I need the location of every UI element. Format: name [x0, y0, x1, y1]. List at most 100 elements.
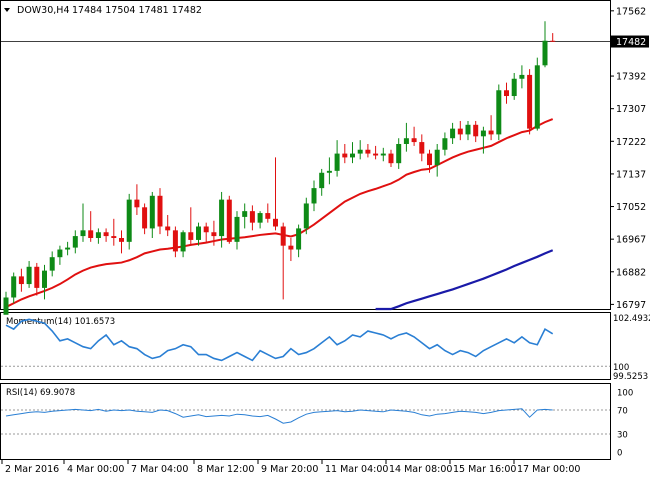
bull-candle: [303, 203, 309, 229]
bull-candle: [65, 247, 71, 250]
bull-candle: [434, 149, 440, 166]
bull-candle: [57, 249, 63, 258]
bear-candle: [388, 153, 394, 164]
x-tick-label: 15 Mar 16:00: [453, 464, 516, 475]
ohlc-readout: 17484 17504 17481 17482: [72, 5, 202, 16]
bull-candle: [311, 188, 317, 204]
bear-candle: [265, 213, 271, 219]
bear-candle: [203, 226, 209, 233]
price-tick-label: 16967: [616, 235, 646, 246]
x-tick-label: 7 Mar 04:00: [131, 464, 188, 475]
bull-candle: [80, 230, 86, 237]
bear-candle: [134, 199, 140, 208]
sma-red-line: [5, 118, 554, 308]
bull-candle: [480, 130, 486, 137]
bear-candle: [226, 199, 232, 242]
bull-candle: [95, 232, 101, 239]
bull-candle: [519, 74, 525, 79]
rsi-tick-label: 70: [617, 407, 628, 417]
bear-candle: [88, 230, 94, 239]
bull-candle: [350, 153, 355, 158]
current-price-tag: [611, 35, 649, 48]
bull-candle: [219, 199, 225, 237]
bull-candle: [442, 138, 448, 150]
bear-candle: [427, 153, 432, 166]
menu-triangle-icon[interactable]: [4, 8, 10, 12]
price-tick-label: 17392: [616, 72, 646, 83]
x-tick-label: 14 Mar 08:00: [389, 464, 452, 475]
bull-candle: [257, 213, 263, 223]
bull-candle: [496, 90, 502, 135]
bear-candle: [18, 276, 24, 285]
bear-candle: [527, 74, 533, 129]
bull-candle: [234, 216, 240, 242]
bull-candle: [126, 199, 132, 242]
rsi-tick-label: 0: [617, 449, 622, 459]
bull-candle: [242, 211, 248, 217]
price-tick-label: 17052: [616, 202, 646, 213]
bear-candle: [550, 40, 556, 42]
price-tick-label: 17307: [616, 104, 646, 115]
momentum-tick-label: 100: [613, 363, 629, 373]
bear-candle: [457, 128, 463, 135]
bear-candle: [504, 90, 509, 97]
x-tick-label: 9 Mar 20:00: [261, 464, 318, 475]
bull-candle: [11, 276, 17, 298]
bear-candle: [342, 153, 348, 158]
momentum-panel-frame: [0, 312, 611, 380]
bear-candle: [411, 138, 417, 143]
bull-candle: [465, 124, 471, 135]
bull-candle: [42, 270, 47, 288]
bull-candle: [180, 232, 186, 252]
x-tick-label: 4 Mar 00:00: [67, 464, 124, 475]
price-tick-label: 17562: [616, 6, 646, 17]
bull-candle: [450, 128, 456, 139]
momentum-line: [5, 318, 554, 362]
bear-candle: [111, 236, 117, 239]
rsi-line: [5, 408, 553, 424]
price-tick-label: 17137: [616, 169, 646, 180]
bear-candle: [288, 245, 294, 250]
bull-candle: [72, 236, 78, 248]
bull-candle: [49, 257, 55, 271]
bull-candle: [334, 153, 340, 171]
momentum-tick-label: 102.4932: [613, 314, 650, 324]
bear-candle: [165, 226, 171, 231]
bear-candle: [473, 124, 479, 137]
sma-blue-line: [375, 249, 554, 311]
bull-candle: [319, 172, 325, 189]
bear-candle: [103, 232, 109, 237]
rsi-tick-label: 30: [617, 431, 628, 441]
momentum-tick-label: 99.5253: [613, 372, 648, 382]
price-tick-label: 16797: [616, 300, 646, 311]
bear-candle: [280, 226, 286, 246]
symbol-label: DOW30,H4: [17, 5, 69, 16]
bear-candle: [488, 130, 494, 135]
bear-candle: [142, 207, 148, 229]
x-tick-label: 2 Mar 2016: [5, 464, 59, 475]
bear-candle: [172, 230, 178, 252]
bull-candle: [326, 170, 332, 173]
bear-candle: [273, 218, 278, 227]
bull-candle: [542, 40, 548, 66]
bear-candle: [157, 195, 163, 227]
rsi-tick-label: 100: [617, 389, 633, 399]
price-tick-label: 17222: [616, 137, 646, 148]
bear-candle: [365, 149, 371, 154]
bear-candle: [419, 142, 425, 154]
momentum-label: Momentum(14) 101.6573: [6, 317, 115, 327]
x-tick-label: 17 Mar 00:00: [517, 464, 580, 475]
bull-candle: [296, 228, 302, 250]
bear-candle: [373, 153, 379, 156]
bear-candle: [188, 232, 194, 240]
bear-candle: [249, 211, 255, 223]
current-price-label: 17482: [616, 37, 646, 48]
main-panel-frame: [0, 0, 611, 310]
bull-candle: [3, 297, 9, 315]
price-tick-label: 16882: [616, 267, 646, 278]
x-tick-label: 8 Mar 12:00: [197, 464, 254, 475]
bull-candle: [403, 138, 409, 144]
bull-candle: [149, 195, 155, 229]
bull-candle: [396, 143, 402, 164]
rsi-label: RSI(14) 69.9078: [6, 388, 75, 398]
